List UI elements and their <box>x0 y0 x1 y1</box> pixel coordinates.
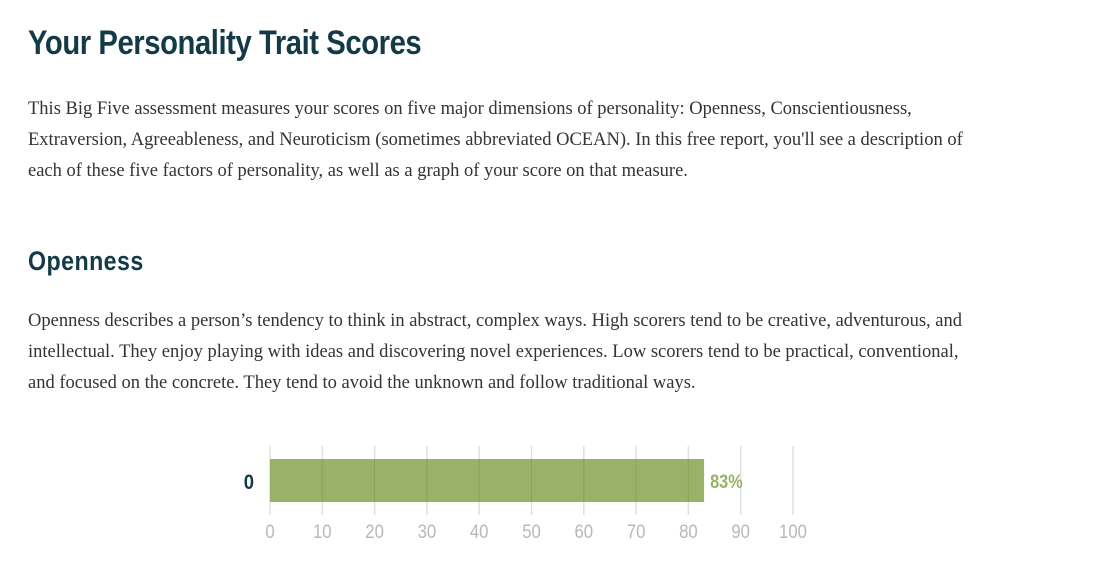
labels: 0 10 20 30 40 50 60 70 80 90 100 0 83% <box>244 471 807 542</box>
x-tick-label: 90 <box>731 521 750 542</box>
x-tick-label: 20 <box>365 521 384 542</box>
bar-value-label: 83% <box>710 471 743 492</box>
x-tick-label: 50 <box>522 521 541 542</box>
x-tick-label: 80 <box>679 521 698 542</box>
x-tick-label: 40 <box>470 521 489 542</box>
bar-openness <box>270 459 705 502</box>
openness-description: Openness describes a person’s tendency t… <box>28 311 962 393</box>
category-label: 0 <box>244 471 254 494</box>
x-tick-label: 60 <box>575 521 594 542</box>
intro-paragraph: This Big Five assessment measures your s… <box>28 99 963 181</box>
x-tick-label: 30 <box>418 521 437 542</box>
x-tick-label: 70 <box>627 521 646 542</box>
bars <box>270 459 705 502</box>
x-tick-label: 100 <box>779 521 807 542</box>
section-heading-openness: Openness <box>28 246 144 276</box>
page-title: Your Personality Trait Scores <box>28 24 422 62</box>
x-tick-label: 0 <box>265 521 274 542</box>
x-tick-label: 10 <box>313 521 332 542</box>
